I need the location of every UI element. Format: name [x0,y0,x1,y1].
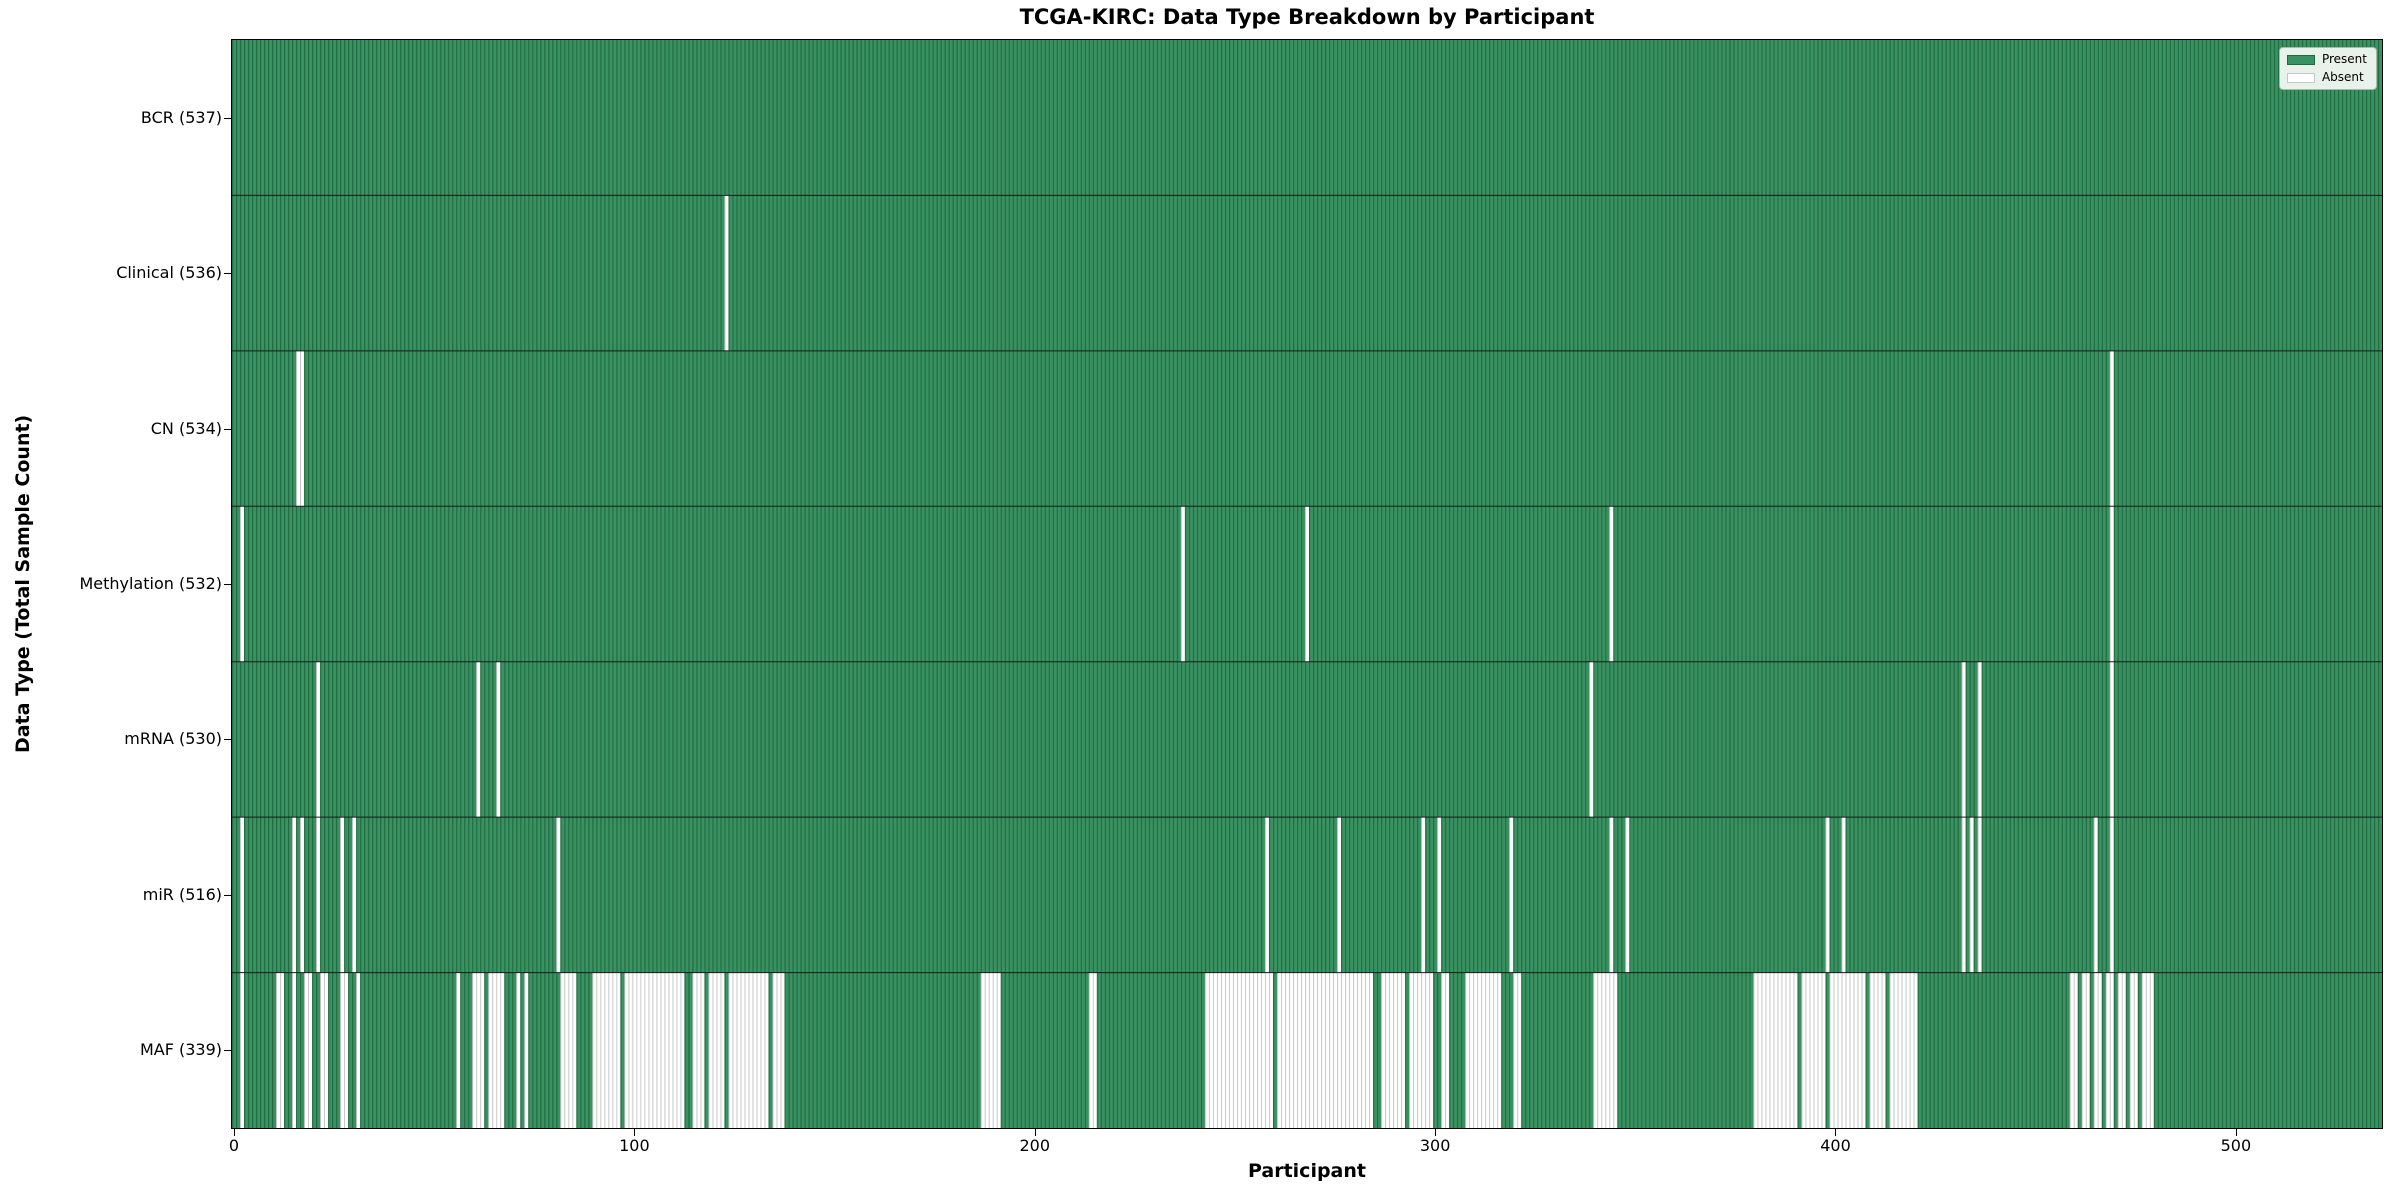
x-tick-label-200: 200 [1019,1136,1051,1155]
x-tick-mark [1435,1129,1437,1136]
x-tick-label-300: 300 [1419,1136,1451,1155]
y-tick-mark [224,428,231,430]
y-tick-mark [224,1050,231,1052]
y-tick-mark [224,117,231,119]
chart-title: TCGA-KIRC: Data Type Breakdown by Partic… [1019,5,1595,29]
y-tick-mark [224,739,231,741]
y-tick-label-maf: MAF (339) [139,1040,222,1060]
plot-area: Present Absent [231,39,2383,1129]
y-tick-label-mir: miR (516) [142,884,222,904]
legend: Present Absent [2278,47,2377,90]
x-tick-label-0: 0 [228,1136,240,1155]
x-tick-mark [2235,1129,2237,1136]
legend-label-absent: Absent [2321,70,2364,84]
x-tick-mark [1835,1129,1837,1136]
y-tick-label-bcr: BCR (537) [140,107,222,127]
y-tick-label-clinical: Clinical (536) [116,263,222,283]
x-axis-label: Participant [1247,1160,1366,1182]
y-tick-mark [224,894,231,896]
x-tick-mark [234,1129,235,1136]
legend-item-absent: Absent [2286,70,2367,84]
legend-swatch-absent-icon [2286,72,2315,83]
y-tick-mark [224,584,231,585]
y-tick-label-methylation: Methylation (532) [79,574,222,593]
x-tick-label-400: 400 [1820,1136,1851,1155]
y-tick-label-mrna: mRNA (530) [124,729,222,749]
x-tick-mark [634,1129,636,1136]
legend-label-present: Present [2321,52,2367,66]
x-tick-label-100: 100 [619,1136,650,1155]
y-tick-mark [224,273,231,275]
legend-item-present: Present [2286,52,2367,66]
bars-svg [232,40,2382,1128]
legend-swatch-present-icon [2286,54,2315,65]
x-tick-mark [1034,1129,1036,1136]
x-tick-label-500: 500 [2220,1136,2252,1155]
y-tick-label-cn: CN (534) [150,418,222,438]
